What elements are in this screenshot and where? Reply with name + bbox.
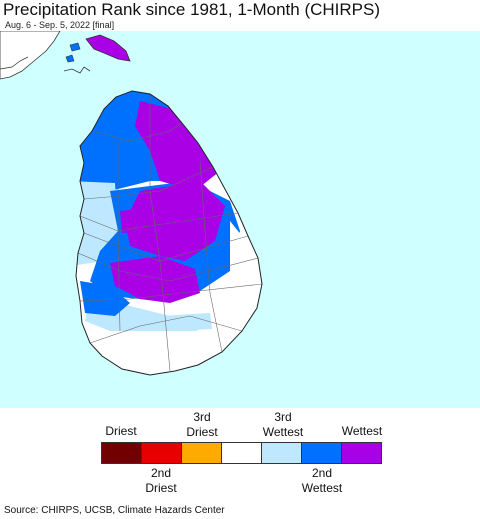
swatch-third-driest xyxy=(182,443,222,463)
map-title: Precipitation Rank since 1981, 1-Month (… xyxy=(3,0,380,19)
legend-label-third-wettest: 3rd Wettest xyxy=(262,410,304,439)
zone-wettest-southcentral xyxy=(110,256,200,303)
india-coastline xyxy=(0,31,61,80)
swatch-normal xyxy=(222,443,262,463)
zone-second-wettest-southwest xyxy=(80,281,130,316)
legend-label-second-wettest: 2nd Wettest xyxy=(301,466,343,495)
india-coast-inlet xyxy=(0,56,29,70)
jaffna-islands xyxy=(65,42,81,63)
legend-label-driest: Driest xyxy=(105,424,137,438)
swatch-driest xyxy=(102,443,142,463)
zone-wettest-northeast xyxy=(135,101,220,191)
precipitation-rank-map xyxy=(0,31,480,408)
legend-label-third-driest: 3rd Driest xyxy=(186,410,218,439)
source-credit: Source: CHIRPS, UCSB, Climate Hazards Ce… xyxy=(4,505,225,516)
zone-normal-east xyxy=(205,221,262,341)
legend-label-second-driest: 2nd Driest xyxy=(145,466,177,495)
legend-label-wettest: Wettest xyxy=(341,424,383,438)
zone-normal-south xyxy=(90,331,240,375)
zone-wettest-patch-west xyxy=(120,209,142,233)
legend: Driest 3rd Driest 3rd Wettest Wettest 2n… xyxy=(0,408,480,500)
jaffna-peninsula-wettest xyxy=(85,34,131,62)
swatch-second-driest xyxy=(142,443,182,463)
adams-bridge-islets xyxy=(63,66,91,74)
legend-colorbar xyxy=(101,442,382,464)
zone-third-wettest-patch-south xyxy=(160,313,212,331)
district-boundaries xyxy=(77,94,263,372)
zone-wettest-central xyxy=(125,181,225,261)
swatch-third-wettest xyxy=(262,443,302,463)
swatch-wettest xyxy=(342,443,381,463)
map-subtitle: Aug. 6 - Sep. 5, 2022 [final] xyxy=(5,20,115,30)
swatch-second-wettest xyxy=(302,443,342,463)
sri-lanka-coastline xyxy=(75,90,263,376)
